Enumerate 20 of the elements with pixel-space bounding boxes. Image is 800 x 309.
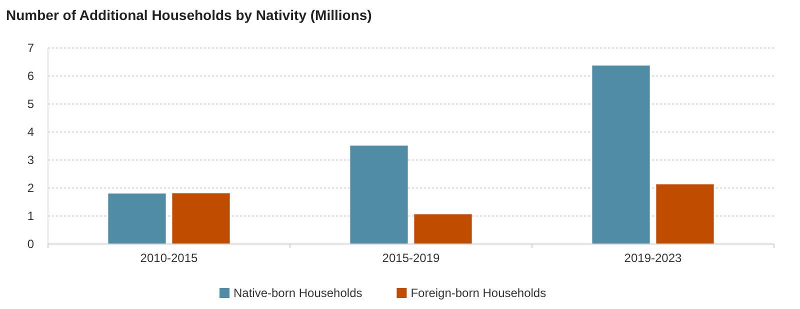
- y-tick-label: 6: [27, 69, 34, 84]
- y-tick-label: 4: [27, 125, 34, 140]
- y-tick-label: 5: [27, 97, 34, 112]
- bar: [656, 184, 714, 244]
- x-tick-label: 2015-2019: [382, 251, 440, 265]
- y-tick-label: 0: [27, 237, 34, 252]
- bar: [350, 144, 408, 244]
- y-tick-label: 1: [27, 209, 34, 224]
- x-tick-label: 2010-2015: [140, 251, 198, 265]
- bar: [592, 64, 650, 244]
- bar: [108, 192, 166, 244]
- chart-title: Number of Additional Households by Nativity (Millions): [6, 7, 372, 23]
- y-tick-label: 7: [27, 41, 34, 56]
- y-tick-label: 3: [27, 153, 34, 168]
- bar: [172, 192, 230, 244]
- bar: [414, 214, 472, 244]
- legend-label: Foreign-born Households: [410, 286, 546, 300]
- y-tick-label: 2: [27, 181, 34, 196]
- legend-label: Native-born Households: [234, 286, 362, 300]
- x-tick-label: 2019-2023: [624, 251, 682, 265]
